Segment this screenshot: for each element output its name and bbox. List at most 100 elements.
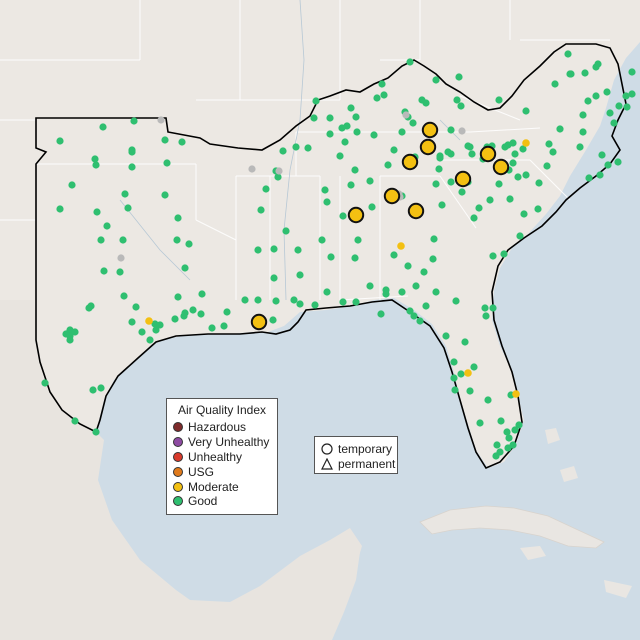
no-data-site-marker[interactable] bbox=[275, 167, 283, 175]
good-site-marker[interactable] bbox=[323, 288, 331, 296]
good-site-marker[interactable] bbox=[432, 76, 440, 84]
good-site-marker[interactable] bbox=[506, 195, 514, 203]
good-site-marker[interactable] bbox=[310, 114, 318, 122]
good-site-marker[interactable] bbox=[457, 102, 465, 110]
good-site-marker[interactable] bbox=[223, 308, 231, 316]
no-data-site-marker[interactable] bbox=[157, 116, 165, 124]
good-site-marker[interactable] bbox=[447, 126, 455, 134]
no-data-site-marker[interactable] bbox=[458, 127, 466, 135]
good-site-marker[interactable] bbox=[373, 94, 381, 102]
good-site-marker[interactable] bbox=[128, 163, 136, 171]
good-site-marker[interactable] bbox=[41, 379, 49, 387]
good-site-marker[interactable] bbox=[327, 253, 335, 261]
good-site-marker[interactable] bbox=[514, 173, 522, 181]
no-data-site-marker[interactable] bbox=[402, 111, 410, 119]
good-site-marker[interactable] bbox=[622, 92, 630, 100]
good-site-marker[interactable] bbox=[579, 111, 587, 119]
moderate-site-marker[interactable] bbox=[512, 390, 520, 398]
good-site-marker[interactable] bbox=[311, 301, 319, 309]
moderate-temporary-monitor[interactable] bbox=[383, 187, 401, 205]
good-site-marker[interactable] bbox=[208, 324, 216, 332]
good-site-marker[interactable] bbox=[336, 152, 344, 160]
good-site-marker[interactable] bbox=[161, 136, 169, 144]
good-site-marker[interactable] bbox=[450, 374, 458, 382]
good-site-marker[interactable] bbox=[430, 235, 438, 243]
good-site-marker[interactable] bbox=[163, 159, 171, 167]
good-site-marker[interactable] bbox=[482, 312, 490, 320]
good-site-marker[interactable] bbox=[495, 96, 503, 104]
good-site-marker[interactable] bbox=[505, 434, 513, 442]
good-site-marker[interactable] bbox=[404, 262, 412, 270]
good-site-marker[interactable] bbox=[119, 236, 127, 244]
good-site-marker[interactable] bbox=[128, 148, 136, 156]
good-site-marker[interactable] bbox=[71, 328, 79, 336]
good-site-marker[interactable] bbox=[409, 119, 417, 127]
good-site-marker[interactable] bbox=[254, 296, 262, 304]
good-site-marker[interactable] bbox=[116, 268, 124, 276]
moderate-site-marker[interactable] bbox=[145, 317, 153, 325]
good-site-marker[interactable] bbox=[56, 205, 64, 213]
good-site-marker[interactable] bbox=[475, 204, 483, 212]
good-site-marker[interactable] bbox=[447, 150, 455, 158]
good-site-marker[interactable] bbox=[321, 186, 329, 194]
good-site-marker[interactable] bbox=[71, 417, 79, 425]
good-site-marker[interactable] bbox=[152, 326, 160, 334]
good-site-marker[interactable] bbox=[279, 147, 287, 155]
good-site-marker[interactable] bbox=[579, 128, 587, 136]
good-site-marker[interactable] bbox=[351, 166, 359, 174]
good-site-marker[interactable] bbox=[596, 171, 604, 179]
good-site-marker[interactable] bbox=[89, 386, 97, 394]
good-site-marker[interactable] bbox=[121, 190, 129, 198]
good-site-marker[interactable] bbox=[174, 214, 182, 222]
good-site-marker[interactable] bbox=[198, 290, 206, 298]
good-site-marker[interactable] bbox=[398, 128, 406, 136]
good-site-marker[interactable] bbox=[220, 322, 228, 330]
good-site-marker[interactable] bbox=[470, 363, 478, 371]
good-site-marker[interactable] bbox=[511, 150, 519, 158]
good-site-marker[interactable] bbox=[270, 245, 278, 253]
good-site-marker[interactable] bbox=[410, 312, 418, 320]
good-site-marker[interactable] bbox=[146, 336, 154, 344]
good-site-marker[interactable] bbox=[92, 161, 100, 169]
good-site-marker[interactable] bbox=[584, 97, 592, 105]
good-site-marker[interactable] bbox=[468, 150, 476, 158]
good-site-marker[interactable] bbox=[481, 304, 489, 312]
good-site-marker[interactable] bbox=[366, 282, 374, 290]
good-site-marker[interactable] bbox=[390, 146, 398, 154]
good-site-marker[interactable] bbox=[416, 317, 424, 325]
good-site-marker[interactable] bbox=[497, 417, 505, 425]
good-site-marker[interactable] bbox=[585, 174, 593, 182]
good-site-marker[interactable] bbox=[567, 70, 575, 78]
good-site-marker[interactable] bbox=[458, 188, 466, 196]
good-site-marker[interactable] bbox=[432, 180, 440, 188]
good-site-marker[interactable] bbox=[296, 271, 304, 279]
good-site-marker[interactable] bbox=[352, 113, 360, 121]
good-site-marker[interactable] bbox=[476, 419, 484, 427]
good-site-marker[interactable] bbox=[174, 293, 182, 301]
good-site-marker[interactable] bbox=[56, 137, 64, 145]
good-site-marker[interactable] bbox=[368, 203, 376, 211]
good-site-marker[interactable] bbox=[406, 307, 414, 315]
good-site-marker[interactable] bbox=[606, 109, 614, 117]
good-site-marker[interactable] bbox=[97, 236, 105, 244]
good-site-marker[interactable] bbox=[429, 255, 437, 263]
good-site-marker[interactable] bbox=[486, 196, 494, 204]
good-site-marker[interactable] bbox=[257, 206, 265, 214]
good-site-marker[interactable] bbox=[614, 158, 622, 166]
good-site-marker[interactable] bbox=[66, 336, 74, 344]
good-site-marker[interactable] bbox=[180, 312, 188, 320]
good-site-marker[interactable] bbox=[377, 310, 385, 318]
good-site-marker[interactable] bbox=[312, 97, 320, 105]
good-site-marker[interactable] bbox=[604, 161, 612, 169]
moderate-temporary-monitor[interactable] bbox=[492, 158, 510, 176]
good-site-marker[interactable] bbox=[520, 210, 528, 218]
moderate-temporary-monitor[interactable] bbox=[421, 121, 439, 139]
good-site-marker[interactable] bbox=[628, 68, 636, 76]
good-site-marker[interactable] bbox=[535, 179, 543, 187]
good-site-marker[interactable] bbox=[97, 384, 105, 392]
good-site-marker[interactable] bbox=[100, 267, 108, 275]
good-site-marker[interactable] bbox=[522, 171, 530, 179]
good-site-marker[interactable] bbox=[274, 173, 282, 181]
good-site-marker[interactable] bbox=[161, 191, 169, 199]
